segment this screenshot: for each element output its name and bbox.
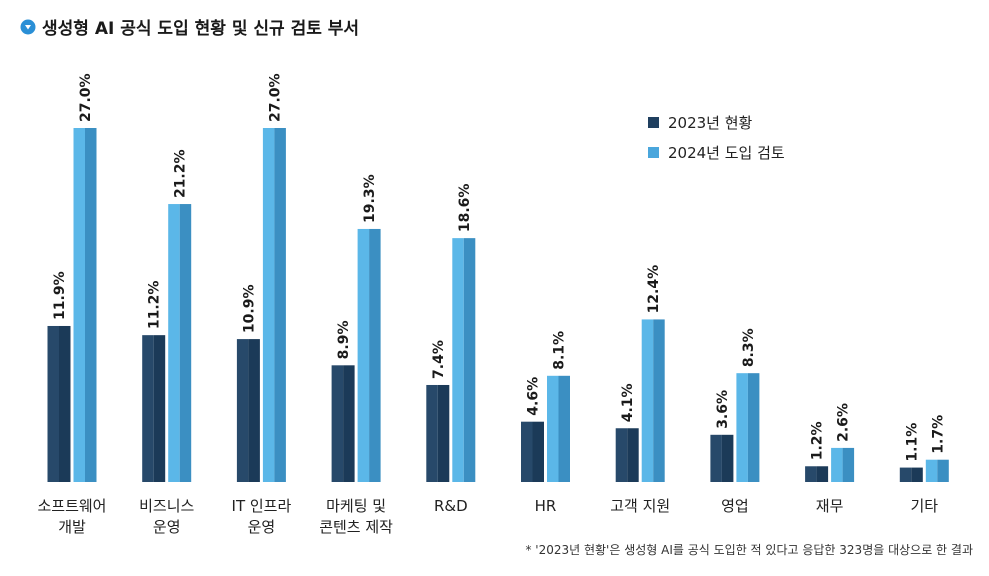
bar-2024-7 xyxy=(736,373,760,482)
bar-2024-6 xyxy=(641,319,665,482)
data-label-2023-8: 1.2% xyxy=(810,421,826,460)
category-label-4-0: R&D xyxy=(434,497,468,515)
bar-2024-5 xyxy=(547,375,570,482)
legend-swatch-2024 xyxy=(648,147,659,158)
bar-2023-6 xyxy=(615,428,639,482)
bar-2024-1 xyxy=(168,204,192,483)
category-label-6-0: 고객 지원 xyxy=(610,497,670,515)
category-label-2-1: 운영 xyxy=(248,518,276,536)
circle-down-arrow-icon xyxy=(20,19,36,34)
data-label-2024-5: 8.1% xyxy=(552,331,568,370)
bar-2023-8 xyxy=(805,466,829,482)
data-label-2024-6: 12.4% xyxy=(646,265,662,314)
bar-2023-7 xyxy=(710,434,734,482)
bar-2023-2 xyxy=(236,339,260,482)
legend-item-2023: 2023년 현황 xyxy=(648,112,785,133)
category-label-3-0: 마케팅 및 xyxy=(326,497,386,515)
legend-label-2024: 2024년 도입 검토 xyxy=(668,144,785,162)
data-label-2023-1: 11.2% xyxy=(147,281,163,330)
category-label-7-0: 영업 xyxy=(721,497,749,515)
data-label-2023-6: 4.1% xyxy=(620,383,636,422)
category-label-5-0: HR xyxy=(535,497,557,515)
bar-2024-0 xyxy=(73,128,97,482)
category-label-1-1: 운영 xyxy=(153,518,181,536)
legend: 2023년 현황 2024년 도입 검토 xyxy=(648,112,785,172)
category-label-0-0: 소프트웨어 xyxy=(37,497,106,515)
category-label-1-0: 비즈니스 xyxy=(139,497,194,515)
footnote: * '2023년 현황'은 생성형 AI를 공식 도입한 적 있다고 응답한 3… xyxy=(525,543,973,557)
legend-label-2023: 2023년 현황 xyxy=(668,114,753,132)
legend-swatch-2023 xyxy=(648,117,659,128)
data-label-2024-1: 21.2% xyxy=(173,149,189,198)
category-label-2-0: IT 인프라 xyxy=(232,497,292,515)
bar-2023-3 xyxy=(331,365,355,482)
data-label-2023-0: 11.9% xyxy=(52,271,68,320)
category-label-3-1: 콘텐츠 제작 xyxy=(319,518,393,536)
bar-2024-2 xyxy=(262,128,286,482)
data-label-2023-2: 10.9% xyxy=(241,285,257,334)
legend-item-2024: 2024년 도입 검토 xyxy=(648,142,785,163)
category-label-9-0: 기타 xyxy=(910,497,938,515)
data-label-2023-9: 1.1% xyxy=(904,423,920,462)
bar-2023-4 xyxy=(426,384,450,482)
bar-2024-8 xyxy=(831,447,855,482)
data-label-2024-4: 18.6% xyxy=(457,184,473,233)
data-label-2023-5: 4.6% xyxy=(526,377,542,416)
data-label-2024-7: 8.3% xyxy=(741,328,757,367)
chart-title: 생성형 AI 공식 도입 현황 및 신규 검토 부서 xyxy=(20,14,359,39)
data-label-2023-7: 3.6% xyxy=(715,390,731,429)
data-label-2023-3: 8.9% xyxy=(336,320,352,359)
data-label-2024-3: 19.3% xyxy=(362,174,378,223)
bar-2024-3 xyxy=(357,228,381,482)
bar-2023-1 xyxy=(142,335,166,482)
bar-2024-9 xyxy=(925,459,949,482)
bar-2023-9 xyxy=(899,467,923,482)
data-label-2024-2: 27.0% xyxy=(267,73,283,122)
category-label-0-1: 개발 xyxy=(58,518,86,536)
data-label-2024-8: 2.6% xyxy=(836,403,852,442)
category-label-8-0: 재무 xyxy=(816,497,844,515)
bar-2023-0 xyxy=(47,325,71,482)
bar-2024-4 xyxy=(452,238,476,482)
chart-title-text: 생성형 AI 공식 도입 현황 및 신규 검토 부서 xyxy=(42,19,360,39)
data-label-2024-0: 27.0% xyxy=(78,73,94,122)
bar-2023-5 xyxy=(521,421,544,482)
data-label-2024-9: 1.7% xyxy=(930,415,946,454)
data-label-2023-4: 7.4% xyxy=(431,340,447,379)
